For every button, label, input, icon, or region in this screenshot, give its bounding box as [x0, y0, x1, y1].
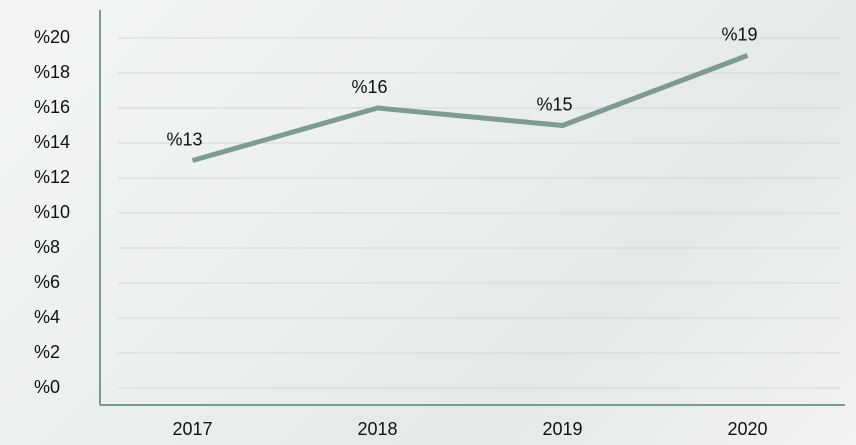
y-tick-label: %12 — [34, 167, 70, 187]
x-tick-label: 2017 — [172, 419, 212, 439]
x-tick-label: 2020 — [727, 419, 767, 439]
line — [191, 53, 749, 163]
y-tick-label: %4 — [34, 307, 60, 327]
y-tick-label: %2 — [34, 342, 60, 362]
y-tick-label: %16 — [34, 97, 70, 117]
y-tick-label: %8 — [34, 237, 60, 257]
y-tick-label: %10 — [34, 202, 70, 222]
y-tick-label: %20 — [34, 27, 70, 47]
x-tick-label: 2018 — [357, 419, 397, 439]
data-label: %19 — [721, 24, 757, 44]
data-label: %15 — [536, 94, 572, 114]
y-tick-label: %14 — [34, 132, 70, 152]
data-label: %16 — [351, 77, 387, 97]
x-tick-label: 2019 — [542, 419, 582, 439]
y-tick-label: %6 — [34, 272, 60, 292]
y-tick-label: %0 — [34, 377, 60, 397]
y-tick-label: %18 — [34, 62, 70, 82]
data-label: %13 — [166, 129, 202, 149]
